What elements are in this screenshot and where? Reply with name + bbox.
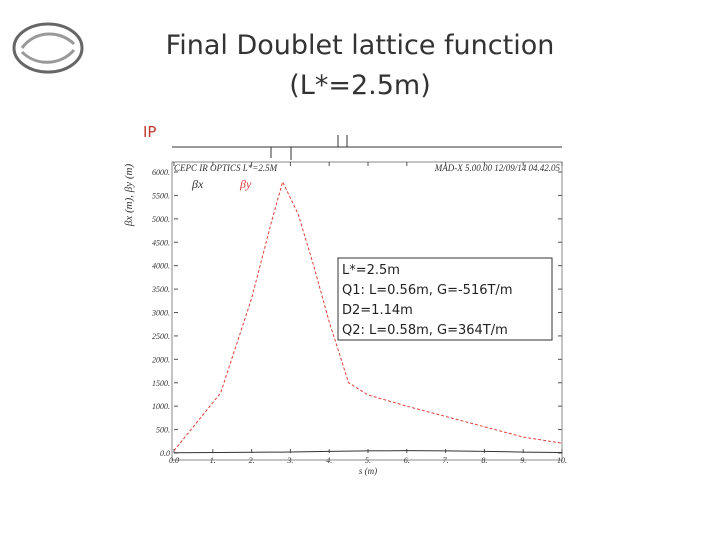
y-tick-label: 2500. xyxy=(152,332,170,341)
x-tick-label: 5. xyxy=(365,456,371,465)
plot-subtitle: MAD-X 5.00.00 12/09/14 04.42.05 xyxy=(434,163,561,173)
series-line xyxy=(173,450,563,454)
y-tick-label: 4500. xyxy=(152,238,170,247)
lattice-elements xyxy=(172,135,562,160)
legend-entry: βy xyxy=(239,177,252,191)
x-tick-label: 8. xyxy=(481,456,487,465)
x-tick-label: 0.0 xyxy=(169,456,179,465)
logo xyxy=(12,22,84,74)
x-tick-label: 9. xyxy=(520,456,526,465)
y-tick-label: 3000. xyxy=(151,309,170,318)
y-tick-label: 0.0 xyxy=(160,449,170,458)
annotation: Q1: L=0.56m, G=-516T/m xyxy=(342,283,512,298)
annotation: L*=2.5m xyxy=(342,263,400,278)
y-axis-label: βx (m), βy (m) xyxy=(123,164,135,228)
y-tick-label: 1500. xyxy=(152,379,170,388)
x-tick-label: 6. xyxy=(404,456,410,465)
x-tick-label: 2. xyxy=(249,456,255,465)
ip-label: IP xyxy=(143,123,156,141)
slide-title: (L*=2.5m) xyxy=(289,70,430,101)
y-tick-label: 5000. xyxy=(152,215,170,224)
series-line xyxy=(173,180,563,451)
x-tick-label: 3. xyxy=(286,456,293,465)
annotation: D2=1.14m xyxy=(342,303,413,318)
y-tick-label: 3500. xyxy=(151,285,170,294)
y-tick-label: 500. xyxy=(156,426,170,435)
x-tick-label: 1. xyxy=(210,456,216,465)
x-axis-label: s (m) xyxy=(359,466,377,476)
x-tick-label: 10. xyxy=(557,456,567,465)
annotation-box xyxy=(337,257,553,341)
y-tick-label: 5500. xyxy=(152,191,170,200)
plot-frame xyxy=(171,161,563,461)
y-tick-label: 2000. xyxy=(152,355,170,364)
y-tick-label: 1000. xyxy=(152,402,170,411)
x-tick-label: 7. xyxy=(443,456,449,465)
plot-title: CEPC IR OPTICS L*=2.5M xyxy=(174,163,278,173)
x-tick-label: 4. xyxy=(326,456,332,465)
annotation: Q2: L=0.58m, G=364T/m xyxy=(342,323,508,338)
y-tick-label: 6000. xyxy=(152,168,170,177)
legend-entry: βx xyxy=(191,177,204,191)
y-tick-label: 4000. xyxy=(152,262,170,271)
slide-title: Final Doublet lattice function xyxy=(166,30,555,61)
